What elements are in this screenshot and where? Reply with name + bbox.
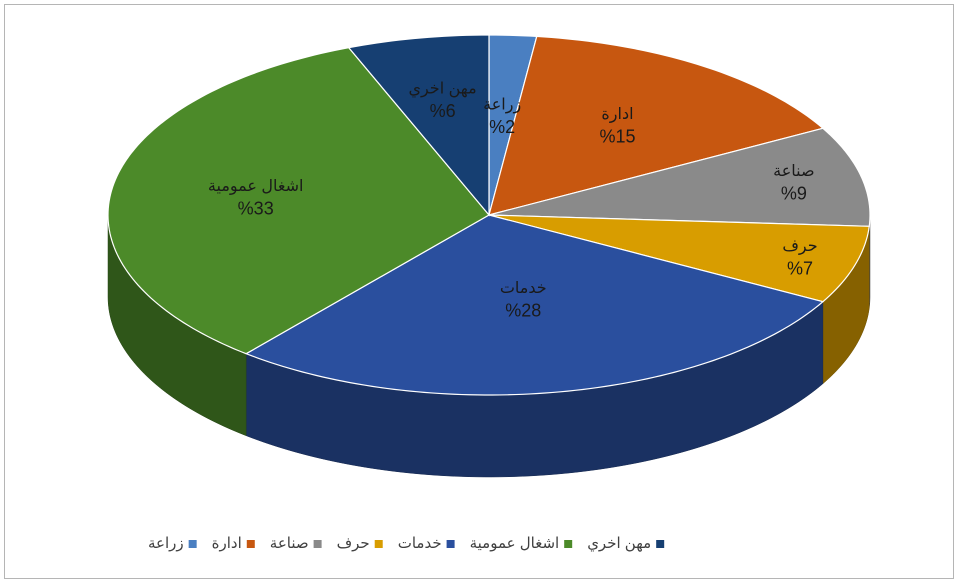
legend-label: صناعة — [270, 535, 309, 552]
pie-slice — [488, 35, 825, 216]
legend-swatch — [656, 540, 665, 548]
slice-label-name: صناعة — [773, 163, 814, 180]
slice-label-value: %7 — [787, 258, 813, 278]
legend-swatch — [188, 540, 197, 548]
legend-label: ادارة — [212, 535, 242, 552]
legend-swatch — [446, 540, 455, 548]
slice-label-value: %6 — [430, 101, 456, 121]
legend-label: اشغال عمومية — [470, 535, 560, 552]
slice-label-value: %28 — [505, 301, 541, 321]
slice-label-value: %2 — [489, 117, 515, 137]
pie-slice — [488, 214, 870, 303]
slice-label-value: %9 — [781, 184, 807, 204]
legend-swatch — [246, 540, 255, 548]
legend-swatch — [313, 540, 322, 548]
pie-slice — [107, 46, 490, 355]
slice-label-name: اشغال عمومية — [208, 178, 304, 196]
slice-label-name: ادارة — [601, 106, 633, 124]
pie-slice — [488, 127, 871, 227]
pie-slice — [244, 214, 825, 396]
legend-label: حرف — [337, 535, 370, 552]
legend-label: خدمات — [398, 535, 442, 552]
legend: زراعة ادارة صناعة حرف خدمات اشغال عمومية مهن ا… — [148, 535, 665, 553]
slice-label-name: حرف — [782, 238, 817, 256]
slice-label-name: خدمات — [500, 280, 547, 297]
slice-label-value: %15 — [599, 126, 635, 146]
legend-swatch — [374, 540, 383, 548]
slice-label-value: %33 — [238, 198, 274, 218]
slice-label-name: زراعة — [483, 96, 521, 114]
slice-label-name: مهن اخري — [408, 80, 476, 98]
legend-label: مهن اخري — [587, 535, 651, 553]
legend-swatch — [564, 540, 573, 548]
legend-label: زراعة — [148, 535, 184, 552]
pie-slice — [347, 34, 490, 217]
